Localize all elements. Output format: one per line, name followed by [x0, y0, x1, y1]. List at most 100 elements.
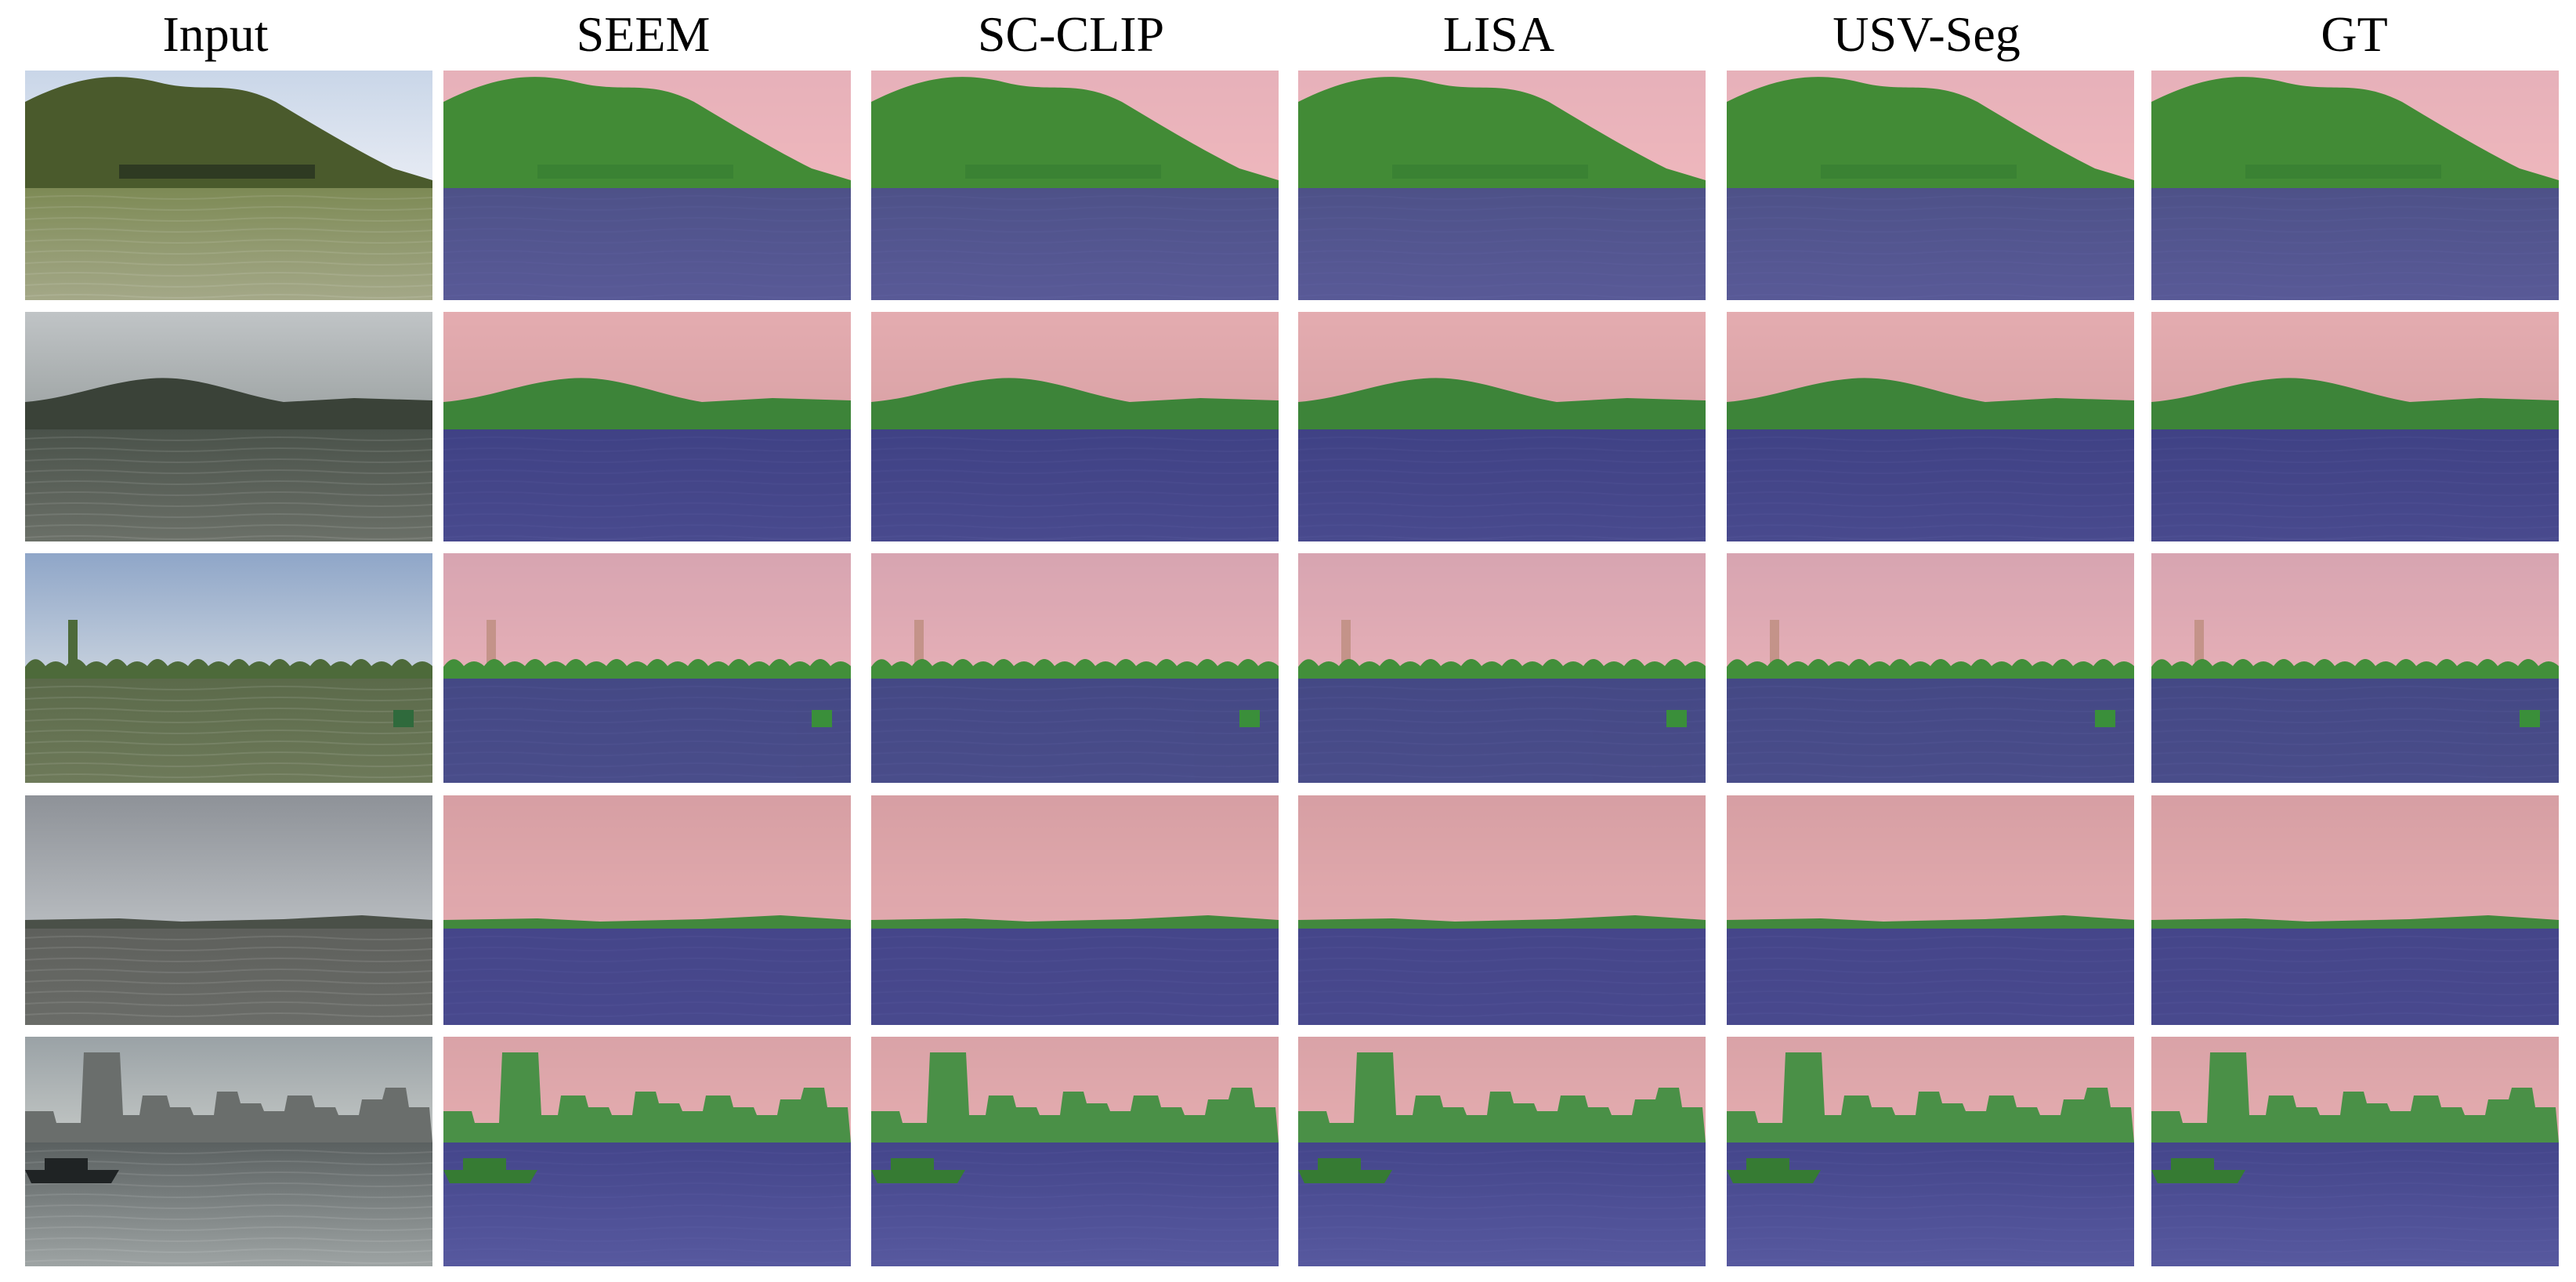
scene-image — [443, 312, 851, 541]
water-region — [25, 188, 432, 300]
water-mask — [871, 1143, 1279, 1266]
segmentation-overlay — [1298, 553, 1706, 783]
water-ripple — [25, 947, 432, 951]
image-overcast-wide-lake-lisa — [1298, 795, 1706, 1025]
land-mask — [443, 77, 851, 188]
column-header-gt: GT — [2321, 6, 2388, 62]
buoy — [393, 710, 414, 727]
segmentation-overlay — [443, 553, 851, 783]
segmentation-overlay — [443, 312, 851, 541]
boat-mask — [1727, 1158, 1821, 1183]
sky-region — [25, 795, 432, 929]
scene-image — [2151, 1037, 2559, 1266]
land-mask — [443, 915, 851, 929]
water-ripple — [25, 239, 432, 244]
image-grid — [0, 69, 2576, 1282]
water-ripple — [25, 708, 432, 712]
land-mask — [443, 1052, 851, 1143]
segmentation-overlay — [1298, 312, 1706, 541]
scene-image — [1298, 795, 1706, 1025]
water-ripple — [25, 502, 432, 507]
image-city-harbor-boat-seem — [443, 1037, 851, 1266]
water-ripple — [25, 958, 432, 962]
segmentation-overlay — [1727, 1037, 2134, 1266]
water-mask — [1727, 429, 2134, 541]
buoy-mask — [1666, 710, 1687, 727]
water-ripple — [25, 762, 432, 767]
scene-image — [1727, 795, 2134, 1025]
water-mask — [443, 188, 851, 300]
image-misty-hill-lake-gt — [2151, 312, 2559, 541]
scene-image — [1298, 553, 1706, 783]
water-ripple — [25, 686, 432, 690]
land-mask — [1298, 378, 1706, 429]
water-mask — [443, 1143, 851, 1266]
sky-mask — [2151, 553, 2559, 679]
buoy-mask — [1239, 710, 1260, 727]
water-mask — [1727, 188, 2134, 300]
water-ripple — [25, 719, 432, 723]
segmentation-overlay — [2151, 312, 2559, 541]
column-header-usv-seg: USV-Seg — [1833, 6, 2021, 62]
land-mask — [871, 1052, 1279, 1143]
shoreline-region — [25, 378, 432, 429]
scene-image — [871, 312, 1279, 541]
segmentation-overlay — [2151, 71, 2559, 300]
water-region — [25, 929, 432, 1025]
image-overcast-wide-lake-gt — [2151, 795, 2559, 1025]
boat-mask — [443, 1158, 537, 1183]
land-mask — [871, 378, 1279, 429]
water-ripple — [25, 1259, 432, 1264]
column-header-row: Input SEEM SC-CLIP LISA USV-Seg GT — [0, 0, 2576, 69]
water-ripple — [25, 1226, 432, 1231]
scene-image — [2151, 312, 2559, 541]
water-ripple — [25, 524, 432, 529]
land-mask — [1298, 77, 1706, 188]
scene-image — [1727, 71, 2134, 300]
scene-image — [1298, 71, 1706, 300]
column-header-input: Input — [162, 6, 269, 62]
scene-image — [2151, 553, 2559, 783]
segmentation-overlay — [443, 1037, 851, 1266]
image-tree-lined-shore-gt — [2151, 71, 2559, 300]
image-lake-with-buoy-input — [25, 553, 432, 783]
water-ripple — [25, 751, 432, 756]
segmentation-overlay — [1727, 71, 2134, 300]
scene-image — [25, 553, 432, 783]
water-ripple — [25, 1193, 432, 1198]
land-mask — [871, 659, 1279, 679]
water-mask — [2151, 929, 2559, 1025]
water-ripple — [25, 741, 432, 745]
water-ripple — [25, 535, 432, 540]
scene-image — [1727, 553, 2134, 783]
image-city-harbor-boat-usv-seg — [1727, 1037, 2134, 1266]
land-mask — [871, 77, 1279, 188]
image-tree-lined-shore-usv-seg — [1727, 71, 2134, 300]
sky-mask — [871, 795, 1279, 929]
shoreline-region — [25, 659, 432, 679]
water-mask — [443, 929, 851, 1025]
water-mask — [1298, 679, 1706, 783]
segmentation-overlay — [1727, 553, 2134, 783]
sky-region — [25, 553, 432, 679]
water-ripple — [25, 261, 432, 266]
image-misty-hill-lake-usv-seg — [1727, 312, 2134, 541]
watch-tower — [68, 620, 78, 663]
pier — [119, 165, 315, 179]
column-header-lisa: LISA — [1442, 6, 1555, 62]
shoreline-region — [25, 1052, 432, 1143]
sky-mask — [443, 795, 851, 929]
water-ripple — [25, 250, 432, 255]
water-mask — [871, 188, 1279, 300]
water-mask — [1727, 1143, 2134, 1266]
segmentation-overlay — [871, 795, 1279, 1025]
water-ripple — [25, 436, 432, 441]
water-ripple — [25, 206, 432, 211]
column-header-sc-clip: SC-CLIP — [977, 6, 1165, 62]
land-mask — [1298, 659, 1706, 679]
water-ripple — [25, 195, 432, 200]
water-mask — [2151, 429, 2559, 541]
segmentation-overlay — [1298, 1037, 1706, 1266]
image-lake-with-buoy-sc-clip — [871, 553, 1279, 783]
water-ripple — [25, 469, 432, 474]
